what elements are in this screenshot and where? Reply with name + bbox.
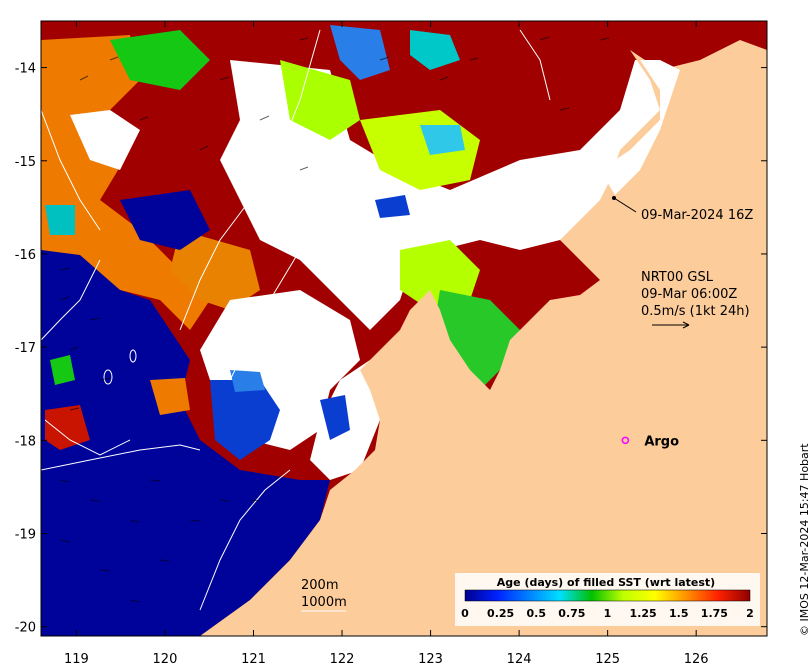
argo-float-marker[interactable] xyxy=(621,436,630,445)
y-tick-label: -16 xyxy=(15,248,36,263)
isobath-line xyxy=(41,444,201,471)
y-axis: -14 -15 -16 -17 -18 -19 -20 xyxy=(15,62,767,636)
sst-region-blue-patch xyxy=(375,195,410,218)
sst-region-lightblue-inshore xyxy=(230,370,265,392)
colorbar-tick-label: 1 xyxy=(604,607,612,620)
sst-region-green-northwest xyxy=(110,30,210,90)
isobath-line xyxy=(229,159,351,381)
sst-region-cyan-west xyxy=(45,205,75,235)
sst-region-lime-north xyxy=(280,60,360,140)
timestamp-label: 09-Mar-2024 16Z xyxy=(641,208,753,223)
x-tick-label: 120 xyxy=(153,652,178,667)
land-coastal-no-data xyxy=(600,60,680,195)
sst-region-green-southwest xyxy=(50,355,75,385)
colorbar-tick-label: 0 xyxy=(461,607,469,620)
isobath-contour xyxy=(129,349,137,363)
colorbar-tick-label: 0.25 xyxy=(487,607,514,620)
sst-region-orange-southwest xyxy=(150,378,190,415)
y-tick-label: -20 xyxy=(15,621,36,636)
isobath-contour xyxy=(103,369,113,385)
sst-region-cyan-north xyxy=(410,30,460,70)
colorbar-tick-label: 0.5 xyxy=(527,607,547,620)
colorbar-tick-label: 1.25 xyxy=(630,607,657,620)
colorbar-gradient xyxy=(464,589,751,602)
sst-region-orange-central xyxy=(170,230,260,310)
x-tick-label: 125 xyxy=(595,652,620,667)
sst-region-navy-central xyxy=(120,190,210,250)
x-tick-label: 121 xyxy=(241,652,266,667)
sst-region-blue-inshore xyxy=(210,380,280,460)
sst-region-blue-north xyxy=(330,25,390,80)
plot-frame xyxy=(40,20,768,637)
isobath-200m-label: 200m xyxy=(301,578,338,593)
argo-float-label: Argo xyxy=(644,434,679,449)
x-tick-label: 122 xyxy=(330,652,355,667)
colorbar-tick-label: 2 xyxy=(746,607,754,620)
x-axis: 119 120 121 122 123 124 125 126 xyxy=(64,21,709,667)
x-tick-label: 124 xyxy=(507,652,532,667)
sst-region-orange-west xyxy=(41,35,210,330)
current-scale-arrow xyxy=(652,321,690,329)
colorbar-tick-label: 1.5 xyxy=(669,607,689,620)
current-time-label: 09-Mar 06:00Z xyxy=(641,287,737,302)
x-tick-label: 123 xyxy=(418,652,443,667)
colorbar-tick-label: 0.75 xyxy=(558,607,585,620)
sst-region-cyan-northeast xyxy=(420,125,465,155)
land-mass xyxy=(200,40,767,636)
isobath-line xyxy=(41,259,101,341)
sst-region-red-southwest xyxy=(45,405,90,450)
isobath-line xyxy=(519,29,551,101)
no-data-region-west xyxy=(70,110,140,170)
colorbar-title: Age (days) of filled SST (wrt latest) xyxy=(497,576,715,589)
current-product-label: NRT00 GSL xyxy=(641,270,714,285)
colorbar: Age (days) of filled SST (wrt latest) 0 0… xyxy=(455,573,760,626)
current-scale-label: 0.5m/s (1kt 24h) xyxy=(641,304,750,319)
x-tick-label: 126 xyxy=(684,652,709,667)
sst-region-blue-coast xyxy=(320,395,350,440)
y-tick-label: -14 xyxy=(15,62,36,77)
y-tick-label: -19 xyxy=(15,528,36,543)
sst-region-lime-coast xyxy=(400,240,480,310)
isobath-line xyxy=(199,469,291,611)
copyright-credit: © IMOS 12-Mar-2024 15:47 Hobart xyxy=(798,443,810,636)
y-tick-label: -15 xyxy=(15,155,36,170)
y-tick-label: -18 xyxy=(15,434,36,449)
timestamp-leader-line xyxy=(613,197,637,213)
isobath-line xyxy=(179,29,321,331)
y-tick-label: -17 xyxy=(15,341,36,356)
isobath-1000m-label: 1000m xyxy=(301,595,347,610)
colorbar-tick-label: 1.75 xyxy=(701,607,728,620)
isobath-line xyxy=(44,419,131,456)
x-tick-label: 119 xyxy=(64,652,89,667)
sst-region-navy-southwest xyxy=(41,250,330,636)
current-vectors xyxy=(59,36,610,603)
isobath-line xyxy=(41,109,101,231)
